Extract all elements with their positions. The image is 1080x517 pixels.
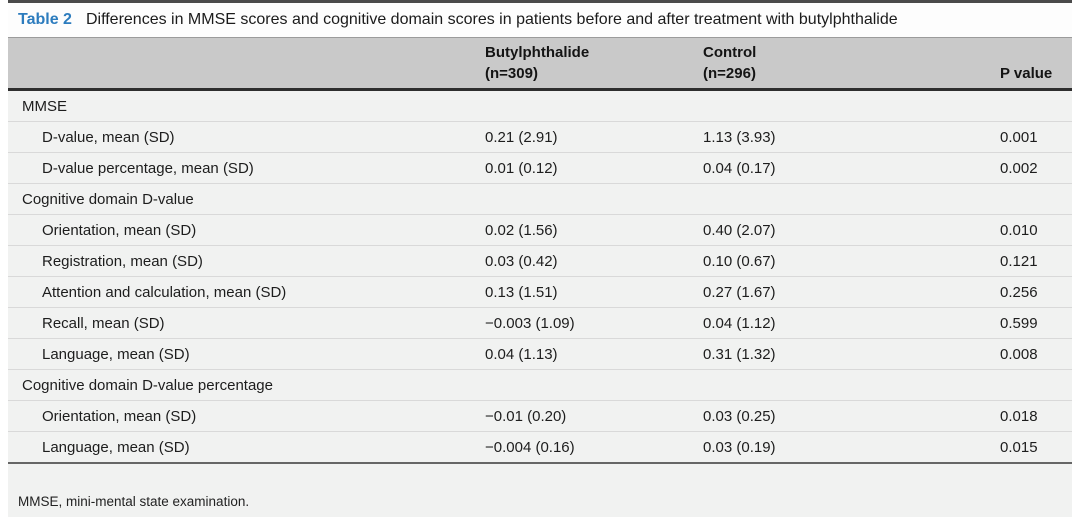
cell-butylphthalide: −0.004 (0.16) — [485, 438, 575, 456]
cell-butylphthalide: 0.13 (1.51) — [485, 283, 558, 301]
cell-control: 1.13 (3.93) — [703, 128, 776, 146]
row-label: Orientation, mean (SD) — [42, 221, 197, 239]
column-header-pvalue-label: P value — [1000, 65, 1053, 82]
table-row: Recall, mean (SD) −0.003 (1.09) 0.04 (1.12… — [8, 307, 1072, 338]
cell-control: 0.27 (1.67) — [703, 283, 776, 301]
cell-pvalue: 0.008 — [1000, 345, 1038, 363]
table-2-card: Table 2 Differences in MMSE scores and c… — [8, 0, 1072, 517]
cell-pvalue: 0.002 — [1000, 159, 1038, 177]
table-footer: MMSE, mini-mental state examination. — [8, 464, 1072, 517]
cell-pvalue: 0.001 — [1000, 128, 1038, 146]
table-footnote: MMSE, mini-mental state examination. — [18, 494, 250, 509]
row-label: MMSE — [22, 97, 67, 115]
row-label: D-value percentage, mean (SD) — [42, 159, 254, 177]
column-header-row-labels — [8, 38, 485, 88]
row-label: Attention and calculation, mean (SD) — [42, 283, 287, 301]
cell-pvalue: 0.599 — [1000, 314, 1038, 332]
row-label: Orientation, mean (SD) — [42, 407, 197, 425]
cell-control: 0.40 (2.07) — [703, 221, 776, 239]
column-header-butylphthalide-name: Butylphthalide — [485, 44, 590, 61]
cell-control: 0.03 (0.19) — [703, 438, 776, 456]
cell-pvalue: 0.256 — [1000, 283, 1038, 301]
cell-control: 0.03 (0.25) — [703, 407, 776, 425]
table-label: Table 2 — [18, 11, 72, 28]
table-row: Orientation, mean (SD) −0.01 (0.20) 0.03 (… — [8, 400, 1072, 431]
cell-butylphthalide: 0.21 (2.91) — [485, 128, 558, 146]
table-body: MMSE D-value, mean (SD) 0.21 (2.91) 1.13 (3… — [8, 91, 1072, 464]
cell-control: 0.04 (0.17) — [703, 159, 776, 177]
table-caption-bar: Table 2 Differences in MMSE scores and c… — [8, 3, 1072, 37]
table-header-row: Butylphthalide (n=309) Control (n=296) P… — [8, 37, 1072, 91]
row-label: Language, mean (SD) — [42, 438, 190, 456]
table-row: Attention and calculation, mean (SD) 0.13… — [8, 276, 1072, 307]
column-header-control: Control (n=296) — [703, 38, 1000, 88]
cell-control: 0.31 (1.32) — [703, 345, 776, 363]
row-label: D-value, mean (SD) — [42, 128, 175, 146]
cell-control: 0.04 (1.12) — [703, 314, 776, 332]
table-row: D-value, mean (SD) 0.21 (2.91) 1.13 (3.93)… — [8, 121, 1072, 152]
cell-butylphthalide: −0.003 (1.09) — [485, 314, 575, 332]
row-label: Recall, mean (SD) — [42, 314, 165, 332]
column-header-control-n: (n=296) — [703, 65, 756, 82]
row-label: Registration, mean (SD) — [42, 252, 203, 270]
table-row: Orientation, mean (SD) 0.02 (1.56) 0.40 (2… — [8, 214, 1072, 245]
cell-butylphthalide: 0.01 (0.12) — [485, 159, 558, 177]
row-label: Cognitive domain D-value — [22, 190, 194, 208]
table-row: D-value percentage, mean (SD) 0.01 (0.12)… — [8, 152, 1072, 183]
cell-butylphthalide: 0.03 (0.42) — [485, 252, 558, 270]
row-label: Language, mean (SD) — [42, 345, 190, 363]
table-row: Registration, mean (SD) 0.03 (0.42) 0.10 (… — [8, 245, 1072, 276]
cell-pvalue: 0.121 — [1000, 252, 1038, 270]
cell-pvalue: 0.015 — [1000, 438, 1038, 456]
table-section-row: MMSE — [8, 91, 1072, 121]
table-row: Language, mean (SD) −0.004 (0.16) 0.03 (0.… — [8, 431, 1072, 462]
column-header-butylphthalide: Butylphthalide (n=309) — [485, 38, 703, 88]
column-header-butylphthalide-n: (n=309) — [485, 65, 538, 82]
column-header-pvalue: P value — [1000, 38, 1072, 88]
cell-pvalue: 0.018 — [1000, 407, 1038, 425]
row-label: Cognitive domain D-value percentage — [22, 376, 273, 394]
column-header-control-name: Control — [703, 44, 757, 61]
table-section-row: Cognitive domain D-value — [8, 183, 1072, 214]
table-row: Language, mean (SD) 0.04 (1.13) 0.31 (1.32… — [8, 338, 1072, 369]
cell-butylphthalide: 0.02 (1.56) — [485, 221, 558, 239]
table-caption: Differences in MMSE scores and cognitive… — [85, 11, 898, 28]
table-section-row: Cognitive domain D-value percentage — [8, 369, 1072, 400]
cell-butylphthalide: −0.01 (0.20) — [485, 407, 567, 425]
cell-control: 0.10 (0.67) — [703, 252, 776, 270]
cell-butylphthalide: 0.04 (1.13) — [485, 345, 558, 363]
cell-pvalue: 0.010 — [1000, 221, 1038, 239]
